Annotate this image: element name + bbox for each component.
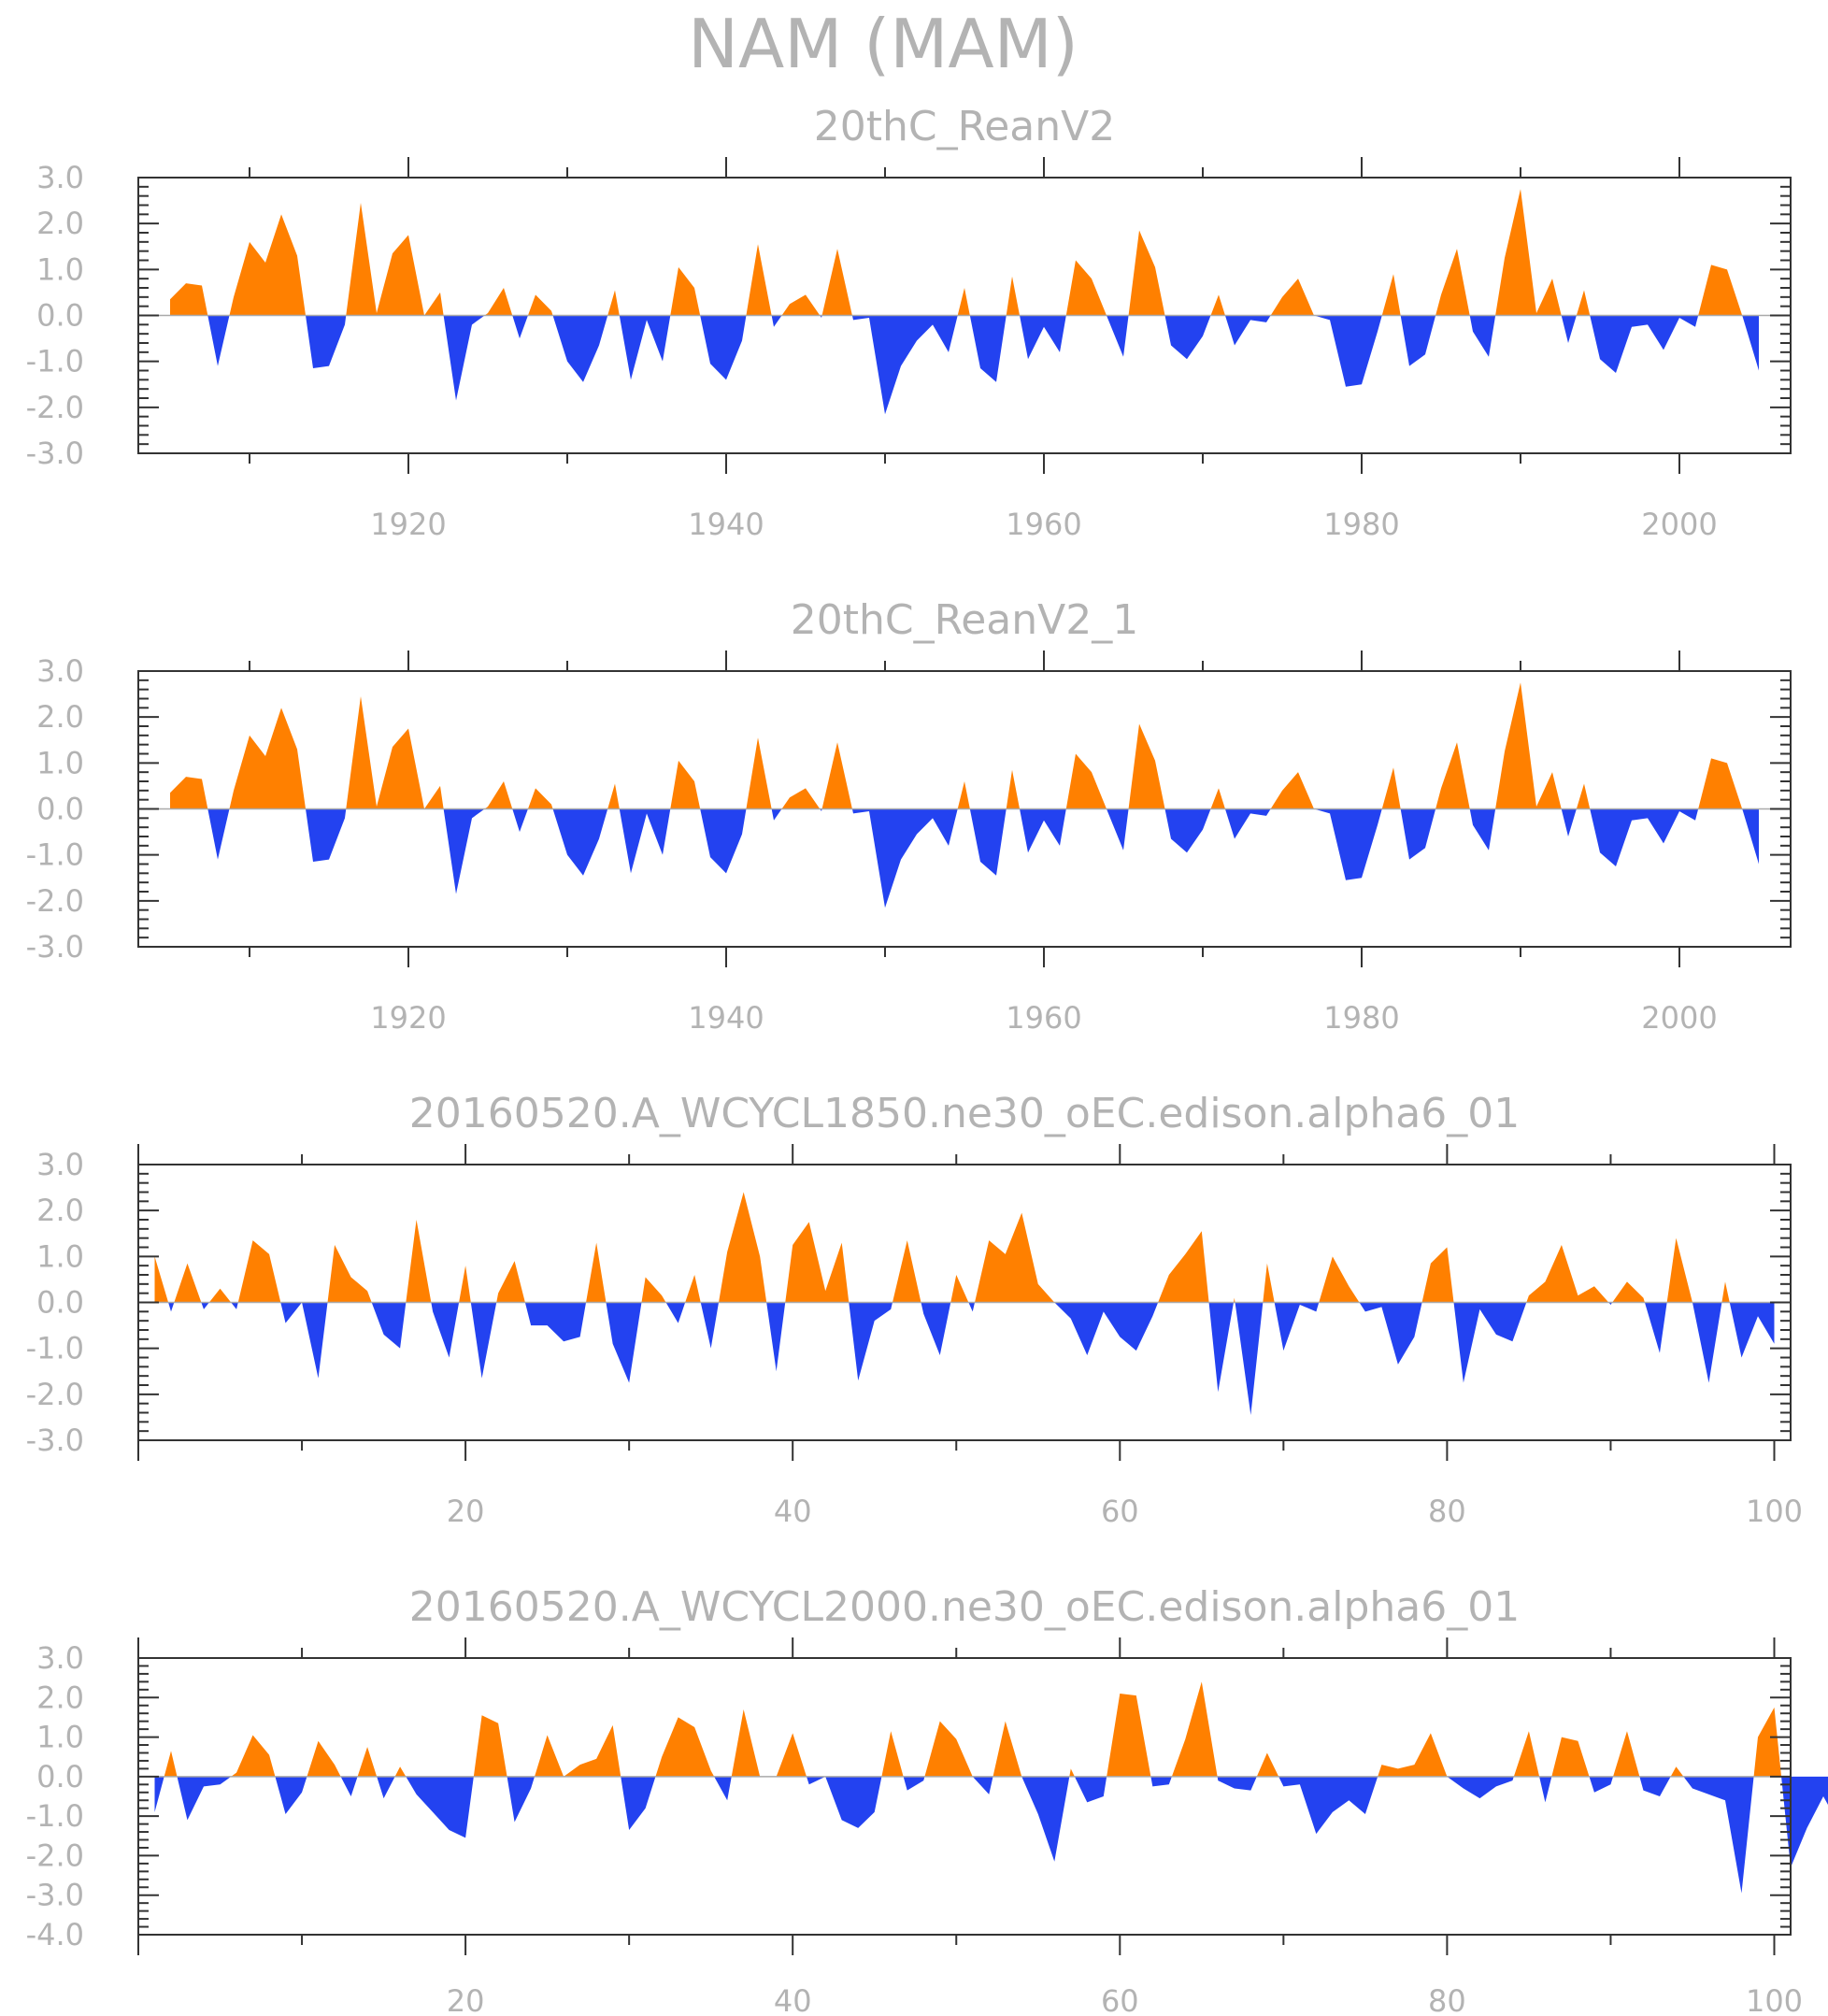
- y-tick-label: 0.0: [36, 1285, 84, 1321]
- negative-anomaly-area: [154, 1776, 1828, 1894]
- y-tick-label: -4.0: [26, 1917, 84, 1952]
- x-tick-label: 1960: [1006, 507, 1081, 542]
- x-tick-label: 100: [1746, 1494, 1803, 1529]
- x-tick-label: 1980: [1323, 507, 1399, 542]
- positive-anomaly-area: [170, 682, 1759, 809]
- y-tick-label: -2.0: [26, 390, 84, 425]
- positive-anomaly-area: [170, 189, 1759, 316]
- y-tick-label: 2.0: [36, 206, 84, 241]
- y-tick-label: -1.0: [26, 1331, 84, 1366]
- y-tick-label: 3.0: [36, 1640, 84, 1676]
- x-tick-label: 2000: [1641, 507, 1717, 542]
- y-tick-label: 2.0: [36, 1680, 84, 1715]
- panel-3: 20160520.A_WCYCL1850.ne30_oEC.edison.alp…: [26, 1090, 1803, 1529]
- x-tick-label: 1980: [1323, 1000, 1399, 1036]
- y-tick-label: 0.0: [36, 1759, 84, 1794]
- x-tick-label: 20: [447, 1494, 485, 1529]
- y-tick-label: -3.0: [26, 1878, 84, 1913]
- x-tick-label: 40: [774, 1494, 812, 1529]
- x-tick-label: 40: [774, 1983, 812, 2016]
- x-tick-label: 2000: [1641, 1000, 1717, 1036]
- y-tick-label: 1.0: [36, 1238, 84, 1274]
- y-tick-label: 2.0: [36, 699, 84, 735]
- y-tick-label: -3.0: [26, 1423, 84, 1458]
- y-tick-label: 1.0: [36, 1720, 84, 1755]
- y-tick-label: 3.0: [36, 1147, 84, 1182]
- y-tick-label: -2.0: [26, 1377, 84, 1412]
- y-tick-label: 2.0: [36, 1193, 84, 1228]
- positive-anomaly-area: [154, 1192, 1775, 1303]
- figure-title: NAM (MAM): [688, 5, 1078, 83]
- x-tick-label: 1940: [688, 1000, 764, 1036]
- y-tick-label: -3.0: [26, 929, 84, 965]
- x-tick-label: 1940: [688, 507, 764, 542]
- negative-anomaly-area: [170, 315, 1759, 415]
- y-tick-label: -1.0: [26, 837, 84, 873]
- panel-title: 20thC_ReanV2_1: [791, 596, 1138, 644]
- x-tick-label: 60: [1101, 1983, 1139, 2016]
- positive-anomaly-area: [154, 1681, 1828, 1777]
- panel-title: 20160520.A_WCYCL2000.ne30_oEC.edison.alp…: [409, 1583, 1520, 1631]
- y-tick-label: 1.0: [36, 251, 84, 287]
- plot-frame: [137, 1657, 1792, 1936]
- x-tick-label: 20: [447, 1983, 485, 2016]
- y-tick-label: -2.0: [26, 883, 84, 919]
- x-tick-label: 80: [1428, 1983, 1466, 2016]
- y-tick-label: -1.0: [26, 344, 84, 379]
- panel-title: 20thC_ReanV2: [814, 103, 1115, 150]
- panel-title: 20160520.A_WCYCL1850.ne30_oEC.edison.alp…: [409, 1090, 1520, 1137]
- x-tick-label: 60: [1101, 1494, 1139, 1529]
- negative-anomaly-area: [170, 808, 1759, 908]
- y-tick-label: -3.0: [26, 436, 84, 471]
- x-tick-label: 100: [1746, 1983, 1803, 2016]
- x-tick-label: 1960: [1006, 1000, 1081, 1036]
- y-tick-label: 3.0: [36, 653, 84, 689]
- negative-anomaly-area: [154, 1302, 1775, 1415]
- x-tick-label: 1920: [370, 1000, 446, 1036]
- panel-4: 20160520.A_WCYCL2000.ne30_oEC.edison.alp…: [26, 1583, 1828, 2016]
- y-tick-label: -1.0: [26, 1798, 84, 1834]
- x-tick-label: 1920: [370, 507, 446, 542]
- panel-1: 20thC_ReanV2 -3.0 -2.0 -1.0 0.0 1.0 2.0 3.0 1920…: [26, 103, 1792, 542]
- x-tick-label: 80: [1428, 1494, 1466, 1529]
- y-tick-label: 0.0: [36, 792, 84, 827]
- y-tick-label: 3.0: [36, 160, 84, 195]
- y-tick-label: -2.0: [26, 1837, 84, 1873]
- y-tick-label: 1.0: [36, 745, 84, 780]
- panel-2: 20thC_ReanV2_1 -3.0 -2.0 -1.0 0.0 1.0 2.0 3.0 19…: [26, 596, 1792, 1036]
- y-tick-label: 0.0: [36, 298, 84, 334]
